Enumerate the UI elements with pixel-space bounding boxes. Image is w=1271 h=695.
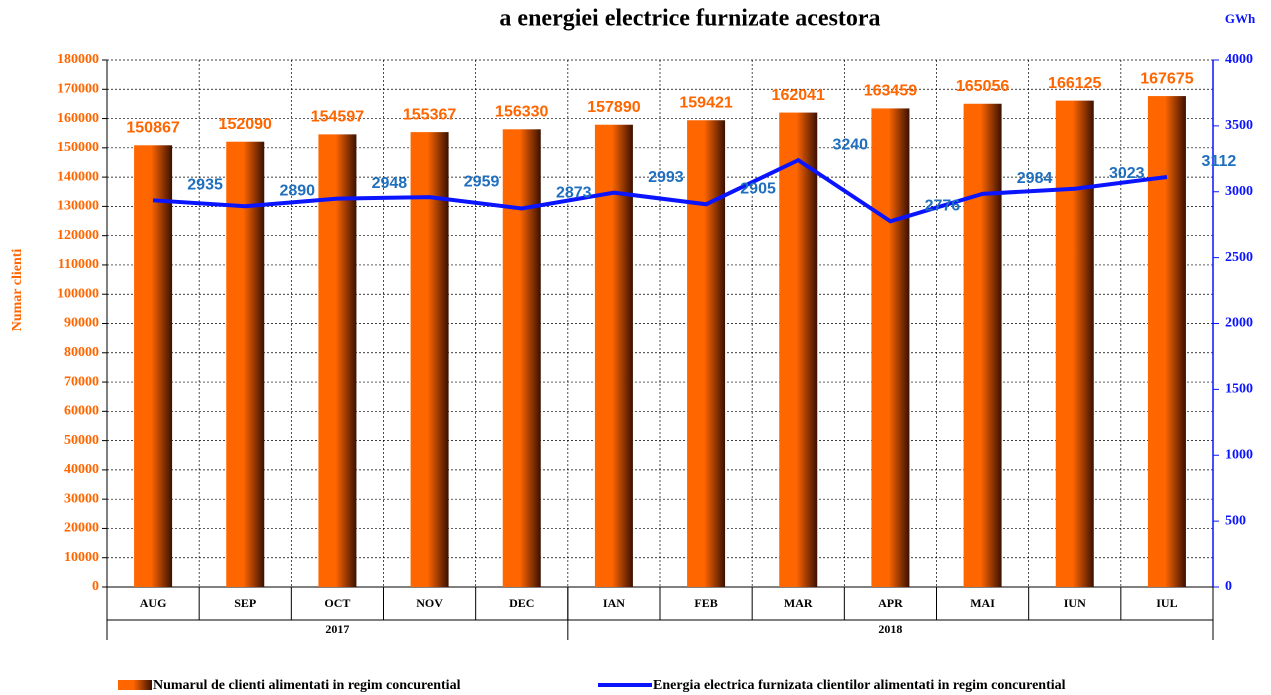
x-tick-label: FEB (694, 596, 717, 610)
bar-value-label: 150867 (126, 120, 179, 137)
y2-tick-label: 1000 (1225, 447, 1253, 462)
y-tick-label: 60000 (64, 404, 99, 419)
y-tick-label: 110000 (58, 257, 99, 272)
y-tick-label: 180000 (57, 52, 99, 67)
y-axis-label: Numar clienti (10, 249, 25, 332)
line-value-label: 2890 (279, 182, 315, 199)
bar-value-label: 156330 (495, 104, 548, 121)
y2-tick-label: 3500 (1225, 118, 1253, 133)
y-tick-label: 10000 (64, 550, 99, 565)
legend-swatch (118, 680, 152, 690)
x-tick-label: IUN (1064, 596, 1086, 610)
line-value-label: 2984 (1017, 170, 1053, 187)
bar (226, 141, 265, 587)
y-tick-label: 120000 (57, 228, 99, 243)
bar-value-label: 163459 (864, 83, 917, 100)
line-value-label: 2905 (740, 180, 776, 197)
chart-title: a energiei electrice furnizate acestora (499, 6, 880, 32)
x-tick-label: SEP (234, 596, 256, 610)
bar-value-label: 166125 (1048, 75, 1101, 92)
bar-value-label: 165056 (956, 78, 1009, 95)
y2-axis-label: GWh (1225, 11, 1256, 26)
bar-value-label: 155367 (403, 106, 456, 123)
y-tick-label: 30000 (64, 491, 99, 506)
x-tick-label: IAN (603, 596, 625, 610)
x-tick-label: OCT (324, 596, 350, 610)
legend-label: Energia electrica furnizata clientilor a… (653, 678, 1066, 693)
y2-tick-label: 2500 (1225, 250, 1253, 265)
bar (1147, 96, 1186, 587)
x-tick-label: DEC (509, 596, 534, 610)
bar-value-label: 154597 (311, 109, 364, 126)
legend-label: Numarul de clienti alimentati in regim c… (153, 678, 461, 693)
y-tick-label: 150000 (57, 140, 99, 155)
line-value-label: 2776 (925, 197, 961, 214)
y2-tick-label: 0 (1225, 579, 1232, 594)
line-value-label: 3112 (1202, 153, 1237, 170)
bar-value-label: 159421 (679, 94, 732, 111)
y-tick-label: 40000 (64, 462, 99, 477)
x-tick-label: APR (878, 596, 903, 610)
y-tick-label: 160000 (57, 111, 99, 126)
y-tick-label: 100000 (57, 286, 99, 301)
line-value-label: 3240 (832, 136, 868, 153)
group-label: 2018 (878, 622, 902, 636)
y-tick-label: 50000 (64, 433, 99, 448)
y2-tick-label: 500 (1225, 513, 1246, 528)
bar (963, 103, 1002, 587)
y-tick-label: 140000 (57, 169, 99, 184)
y2-tick-label: 4000 (1225, 52, 1253, 67)
bar (318, 134, 357, 588)
x-tick-label: NOV (416, 596, 443, 610)
y-tick-label: 0 (92, 579, 99, 594)
x-tick-label: MAI (970, 596, 995, 610)
bar-value-label: 167675 (1140, 70, 1193, 87)
x-tick-label: AUG (140, 596, 167, 610)
x-tick-label: MAR (784, 596, 813, 610)
x-tick-label: IUL (1156, 596, 1177, 610)
y2-tick-label: 1500 (1225, 382, 1253, 397)
bar (1055, 100, 1094, 587)
bar-value-label: 157890 (587, 99, 640, 116)
y-tick-label: 130000 (57, 199, 99, 214)
y-tick-label: 80000 (64, 345, 99, 360)
bar (779, 112, 818, 588)
y-tick-label: 90000 (64, 316, 99, 331)
line (152, 157, 1168, 224)
bar (871, 108, 910, 587)
y2-tick-label: 3000 (1225, 184, 1253, 199)
line-value-label: 2935 (187, 177, 223, 194)
bar (594, 124, 633, 588)
bar (134, 145, 173, 587)
y-tick-label: 170000 (57, 81, 99, 96)
y2-tick-label: 2000 (1225, 316, 1253, 331)
line-value-label: 2993 (648, 169, 684, 186)
bar-value-label: 162041 (772, 87, 825, 104)
y-tick-label: 20000 (64, 521, 99, 536)
line-value-label: 2959 (464, 173, 500, 190)
bar-value-label: 152090 (219, 116, 272, 133)
y-tick-label: 70000 (64, 374, 99, 389)
line-value-label: 3023 (1109, 165, 1145, 182)
line-value-label: 2948 (372, 175, 408, 192)
line-value-label: 2873 (556, 185, 592, 202)
bar (502, 129, 541, 587)
bar (687, 120, 726, 588)
bar (410, 132, 449, 588)
group-label: 2017 (325, 622, 349, 636)
